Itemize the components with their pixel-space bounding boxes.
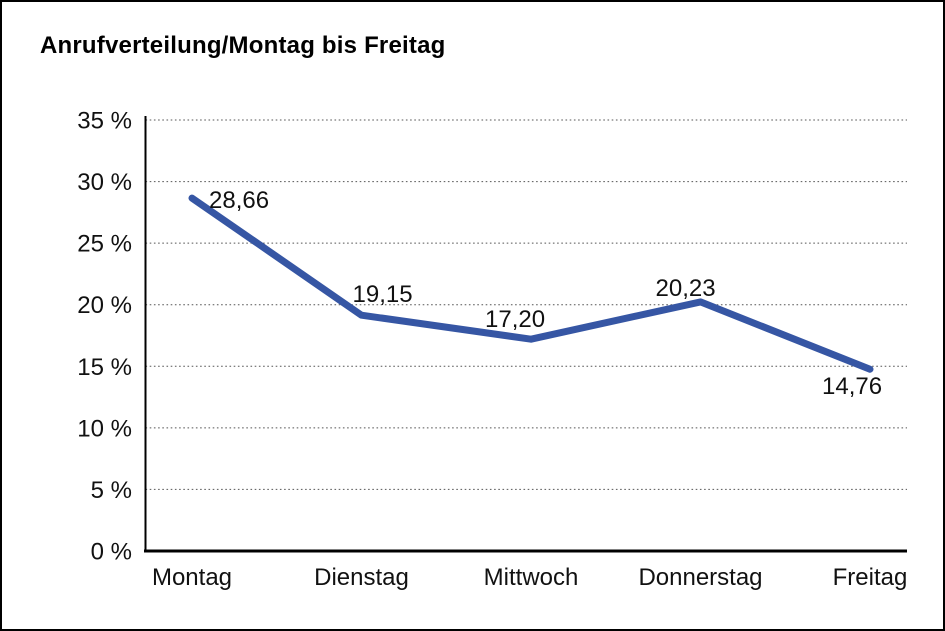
y-tick-label: 15 %	[77, 354, 132, 381]
y-tick-label: 25 %	[77, 231, 132, 258]
data-point-label: 17,20	[485, 306, 545, 333]
y-axis-tick-labels: 0 % 5 % 10 % 15 % 20 % 25 % 30 % 35 %	[77, 108, 132, 566]
data-point-label: 14,76	[822, 373, 882, 400]
gridlines	[145, 119, 907, 490]
y-tick-label: 10 %	[77, 415, 132, 442]
chart-title: Anrufverteilung/Montag bis Freitag	[40, 32, 446, 59]
y-tick-label: 0 %	[91, 539, 132, 566]
y-tick-label: 20 %	[77, 292, 132, 319]
y-tick-label: 30 %	[77, 169, 132, 196]
data-point-labels: 28,66 19,15 17,20 20,23 14,76	[209, 187, 882, 400]
data-point-label: 28,66	[209, 187, 269, 214]
x-category-label: Dienstag	[314, 564, 409, 591]
data-series-line	[188, 194, 874, 373]
y-tick-label: 5 %	[91, 477, 132, 504]
y-tick-label: 35 %	[77, 108, 132, 135]
data-point-label: 19,15	[353, 281, 413, 308]
data-point-label: 20,23	[656, 275, 716, 302]
x-axis-category-labels: Montag Dienstag Mittwoch Donnerstag Freitag	[152, 564, 907, 591]
x-category-label: Freitag	[833, 564, 908, 591]
x-category-label: Donnerstag	[638, 564, 762, 591]
x-category-label: Montag	[152, 564, 232, 591]
x-category-label: Mittwoch	[484, 564, 579, 591]
